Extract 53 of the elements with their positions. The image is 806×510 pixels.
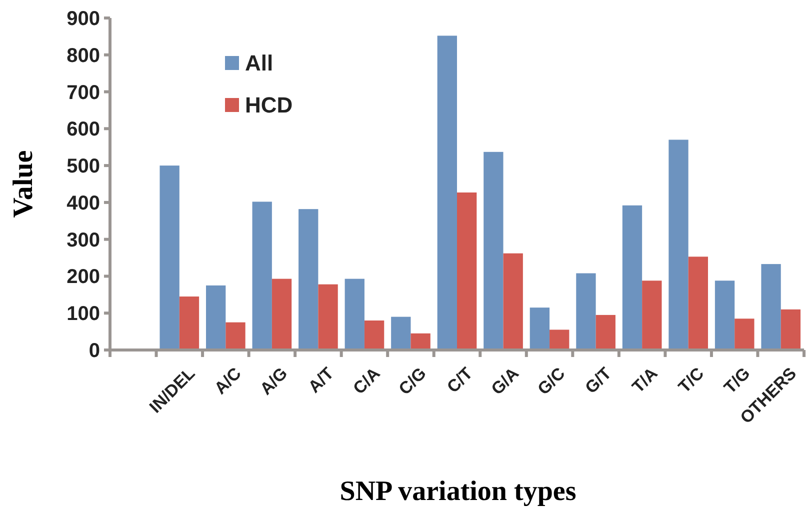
x-tick-label: T/A <box>628 364 662 397</box>
bar <box>179 296 200 350</box>
x-tick-label: C/T <box>443 363 477 397</box>
y-tick-label: 400 <box>66 192 100 214</box>
bar <box>503 253 523 350</box>
bar <box>688 256 708 350</box>
x-tick-label: G/C <box>534 364 569 399</box>
x-axis-title: SNP variation types <box>340 476 576 507</box>
y-tick-label: 300 <box>66 229 100 252</box>
bar <box>160 166 180 350</box>
x-tick-label: C/A <box>350 364 384 398</box>
y-tick-label: 0 <box>88 340 100 362</box>
bar <box>437 36 457 350</box>
bar <box>206 285 226 350</box>
x-tick-label: C/G <box>395 364 430 399</box>
bar <box>530 308 550 350</box>
bar <box>550 330 570 350</box>
x-tick-label: A/G <box>256 364 292 399</box>
legend-label: All <box>245 50 274 76</box>
bar <box>318 284 338 350</box>
bar <box>410 333 430 350</box>
bar <box>734 318 754 350</box>
bar <box>596 314 616 350</box>
y-tick-label: 900 <box>66 8 100 30</box>
bar <box>226 322 246 350</box>
bar <box>344 278 364 350</box>
bar <box>364 320 384 350</box>
bar <box>761 264 781 350</box>
y-axis-title: Value <box>8 150 39 218</box>
bar <box>576 273 596 350</box>
bar <box>391 316 411 350</box>
y-tick-label: 100 <box>66 303 100 326</box>
bar <box>668 140 688 350</box>
x-tick-label: T/C <box>674 364 708 397</box>
y-tick-label: 600 <box>66 118 100 141</box>
x-tick-label: A/C <box>210 364 245 398</box>
bar <box>484 152 504 350</box>
x-tick-label: G/T <box>582 363 616 398</box>
x-tick-label: G/A <box>488 364 523 399</box>
y-tick-label: 700 <box>66 82 100 104</box>
bar <box>272 278 292 350</box>
bar <box>642 280 662 350</box>
bar <box>298 209 318 350</box>
bar <box>714 280 735 350</box>
legend-label: HCD <box>245 92 293 118</box>
y-tick-label: 500 <box>66 156 100 178</box>
y-tick-label: 800 <box>66 44 100 67</box>
bar <box>780 309 801 350</box>
x-tick-label: A/T <box>304 363 338 397</box>
bar <box>457 192 477 350</box>
y-tick-label: 200 <box>66 266 100 288</box>
bar <box>622 205 642 350</box>
bar <box>252 202 272 350</box>
